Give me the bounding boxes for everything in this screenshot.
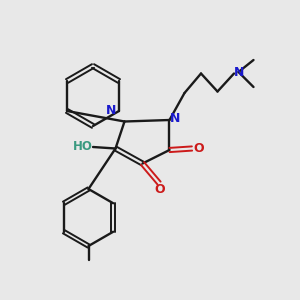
Text: O: O (154, 183, 165, 196)
Text: N: N (170, 112, 180, 125)
Text: O: O (193, 142, 204, 155)
Text: HO: HO (73, 140, 92, 154)
Text: N: N (234, 65, 244, 79)
Text: N: N (106, 104, 117, 118)
